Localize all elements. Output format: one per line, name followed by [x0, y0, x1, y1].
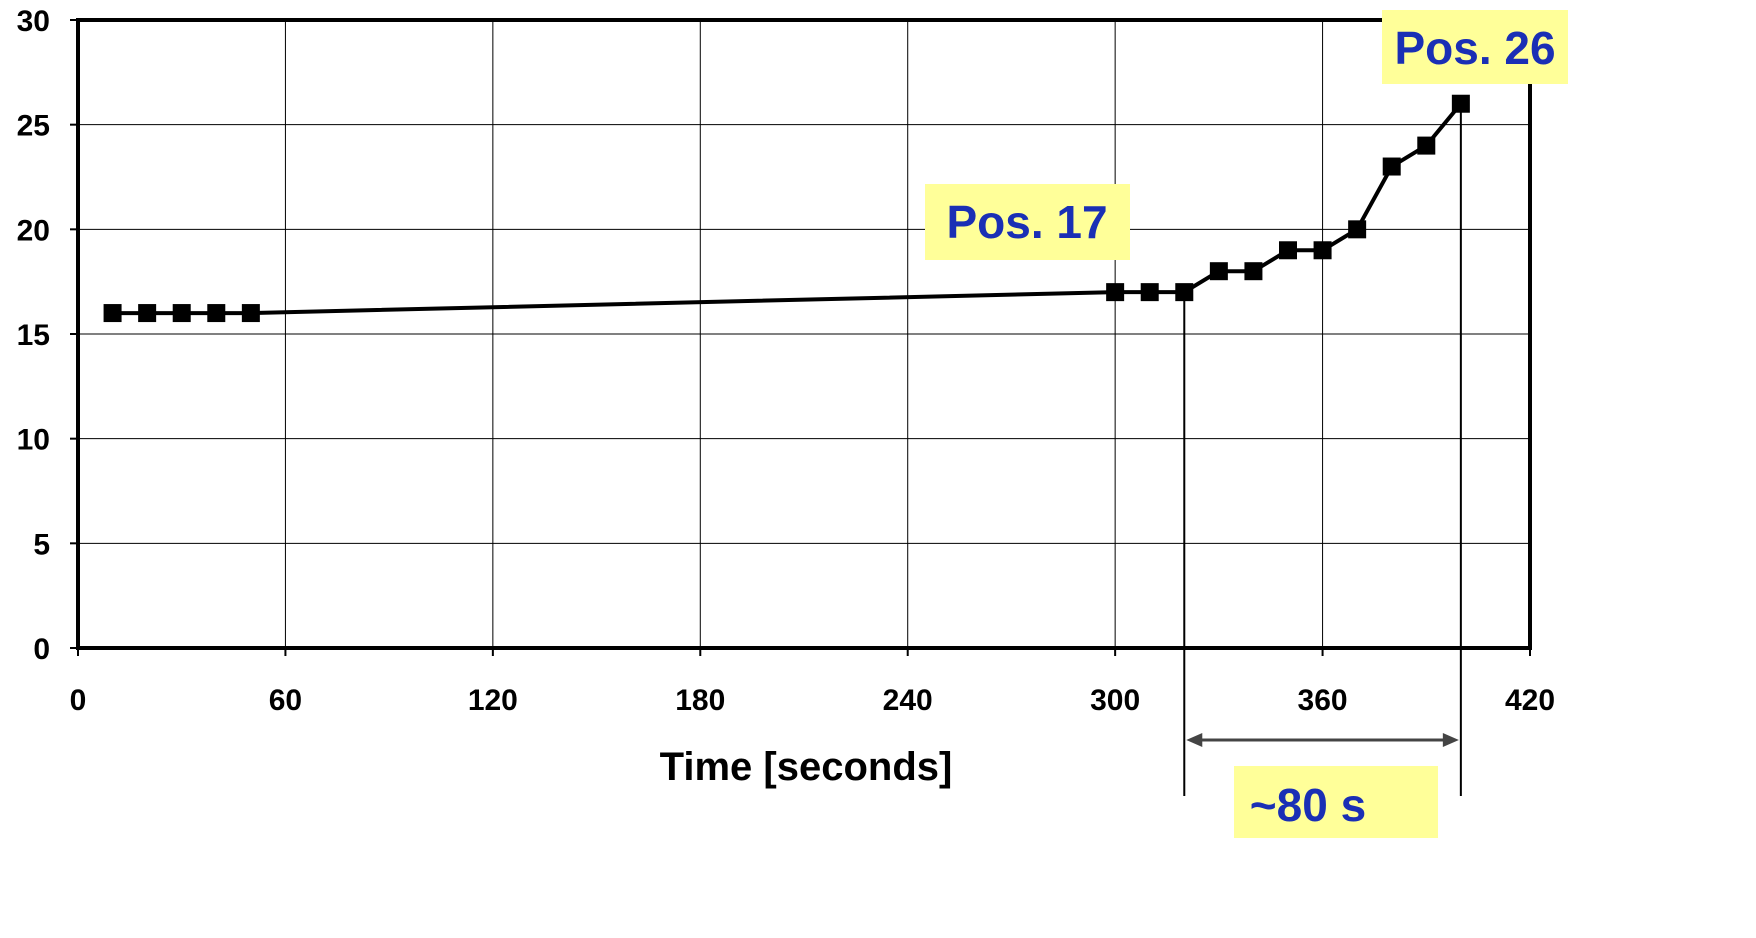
data-point [1244, 262, 1263, 281]
x-tick-label: 240 [883, 684, 933, 717]
data-point [1417, 136, 1436, 155]
x-tick-label: 360 [1298, 684, 1348, 717]
data-point [1209, 262, 1228, 281]
y-tick-label: 0 [33, 633, 50, 666]
y-tick-label: 25 [17, 110, 50, 143]
data-point [241, 304, 260, 323]
series-line [112, 102, 1463, 316]
x-tick-label: 420 [1505, 684, 1555, 717]
x-axis-title: Time [seconds] [660, 745, 953, 789]
data-point [1313, 241, 1332, 260]
data-point [103, 304, 122, 323]
y-tick-label: 30 [17, 5, 50, 38]
interval-arrowhead-right [1442, 733, 1459, 747]
tick-marks [70, 19, 1531, 656]
data-point [207, 304, 226, 323]
interval-arrowhead-left [1186, 733, 1203, 747]
data-point [1140, 283, 1159, 302]
data-point [172, 304, 191, 323]
y-tick-label: 15 [17, 319, 50, 352]
annotations: Pos. 17 Pos. 26 ~80 s [925, 10, 1568, 838]
y-tick-label: 5 [33, 528, 50, 561]
x-tick-label: 60 [269, 684, 302, 717]
interval-label: ~80 s [1250, 779, 1366, 831]
x-tick-label: 0 [70, 684, 87, 717]
series [103, 94, 1470, 323]
y-tick-label: 20 [17, 214, 50, 247]
data-point [1348, 220, 1367, 239]
y-tick-label: 10 [17, 424, 50, 457]
data-point [1106, 283, 1125, 302]
data-point [138, 304, 157, 323]
data-point [1382, 157, 1401, 176]
grid [78, 20, 1530, 648]
x-tick-labels: 0 60 120 180 240 300 360 420 [70, 684, 1555, 717]
pos17-label-background [925, 184, 1130, 260]
y-tick-labels: 0 5 10 15 20 25 30 [17, 5, 50, 666]
interval-label-background [1234, 766, 1438, 838]
data-point [1279, 241, 1297, 260]
x-tick-label: 180 [675, 684, 725, 717]
pos17-label: Pos. 17 [946, 196, 1107, 248]
pos26-label-background [1382, 10, 1568, 84]
x-tick-label: 300 [1090, 684, 1140, 717]
x-tick-label: 120 [468, 684, 518, 717]
pos26-label: Pos. 26 [1394, 22, 1555, 74]
